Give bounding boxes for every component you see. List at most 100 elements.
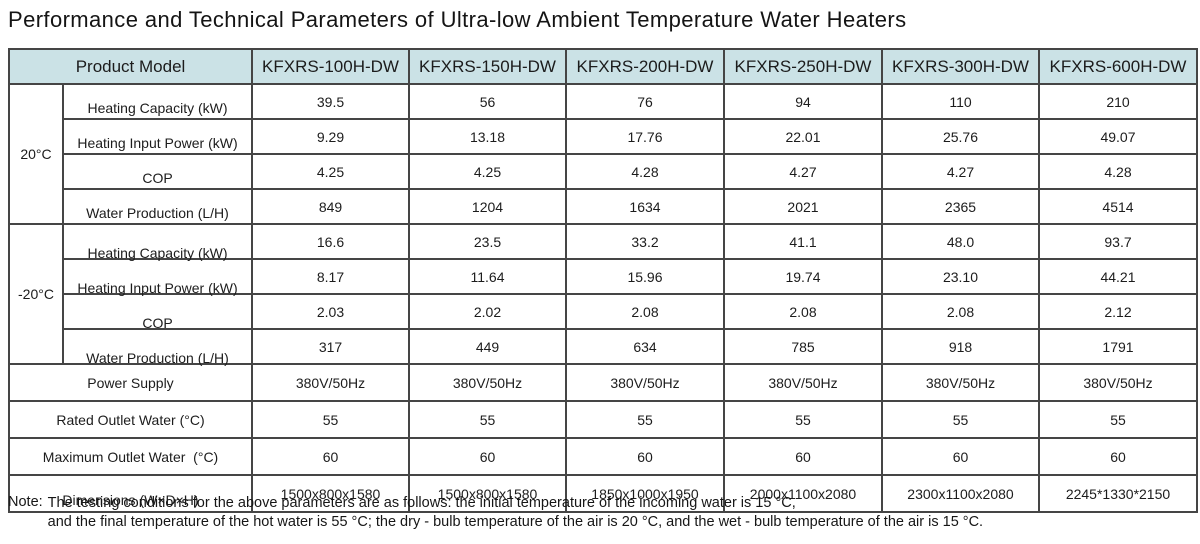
value-cell: 2.08 <box>723 293 883 330</box>
value-cell: 4.27 <box>881 153 1040 190</box>
value-cell: 49.07 <box>1038 118 1198 155</box>
value-cell: 55 <box>408 400 567 439</box>
footer-row-label: Maximum Outlet Water (°C) <box>8 437 253 476</box>
value-cell: 17.76 <box>565 118 725 155</box>
value-cell: 4.27 <box>723 153 883 190</box>
row-label-text: Water Production (L/H) <box>86 204 229 221</box>
value-cell: 55 <box>881 400 1040 439</box>
column-header-model: KFXRS-250H-DW <box>723 48 883 85</box>
value-cell: 380V/50Hz <box>565 363 725 402</box>
value-cell: 4.28 <box>1038 153 1198 190</box>
value-cell: 2365 <box>881 188 1040 225</box>
row-label: Heating Capacity (kW) <box>62 223 253 261</box>
value-cell: 2.03 <box>251 293 410 330</box>
note-line-2: and the final temperature of the hot wat… <box>47 513 984 530</box>
table-body: 20°C Heating Capacity (kW) 39.5 56 76 94 110 21… <box>8 83 1198 513</box>
row-label-text: Heating Input Power (kW) <box>77 279 238 296</box>
value-cell: 44.21 <box>1038 258 1198 295</box>
column-header-model: KFXRS-100H-DW <box>251 48 410 85</box>
value-cell: 55 <box>723 400 883 439</box>
value-cell: 16.6 <box>251 223 410 260</box>
column-header-model: KFXRS-200H-DW <box>565 48 725 85</box>
value-cell: 1204 <box>408 188 567 225</box>
row-label: COP <box>62 153 253 190</box>
table-row: Maximum Outlet Water (°C) 60 60 60 60 60 60 <box>8 437 1198 476</box>
table-row: COP 4.25 4.25 4.28 4.27 4.27 4.28 <box>9 153 1198 190</box>
table-row: COP 2.03 2.02 2.08 2.08 2.08 2.12 <box>9 293 1198 331</box>
value-cell: 4514 <box>1038 188 1198 225</box>
value-cell: 60 <box>408 437 567 476</box>
value-cell: 2300x1100x2080 <box>881 474 1040 513</box>
value-cell: 1500x800x1580 <box>408 474 567 513</box>
value-cell: 41.1 <box>723 223 883 260</box>
value-cell: 13.18 <box>408 118 567 155</box>
column-header-model: KFXRS-150H-DW <box>408 48 567 85</box>
value-cell: 2000x1100x2080 <box>723 474 883 513</box>
value-cell: 380V/50Hz <box>408 363 567 402</box>
value-cell: 60 <box>565 437 725 476</box>
row-label-text: Water Production (L/H) <box>86 349 229 366</box>
row-label-text: Heating Capacity (kW) <box>87 244 228 261</box>
table-row: Rated Outlet Water (°C) 55 55 55 55 55 55 <box>8 400 1198 439</box>
value-cell: 76 <box>565 83 725 120</box>
value-cell: 33.2 <box>565 223 725 260</box>
table-row: Water Production (L/H) 849 1204 1634 2021 236… <box>9 188 1198 225</box>
column-header-model: KFXRS-300H-DW <box>881 48 1040 85</box>
table-header: Product Model KFXRS-100H-DW KFXRS-150H-DW K… <box>8 48 1198 85</box>
value-cell: 55 <box>565 400 725 439</box>
value-cell: 23.5 <box>408 223 567 260</box>
row-label: Water Production (L/H) <box>62 188 253 225</box>
spec-table: Product Model KFXRS-100H-DW KFXRS-150H-DW K… <box>8 48 1198 513</box>
row-label-text: Heating Capacity (kW) <box>87 99 228 116</box>
header-row: Product Model KFXRS-100H-DW KFXRS-150H-DW K… <box>8 48 1198 85</box>
value-cell: 317 <box>251 328 410 365</box>
row-label-text: Heating Input Power (kW) <box>77 134 238 151</box>
value-cell: 15.96 <box>565 258 725 295</box>
table-row: 20°C Heating Capacity (kW) 39.5 56 76 94 110 21… <box>8 83 1198 225</box>
table-row: -20°C Heating Capacity (kW) 16.6 23.5 33.2 41… <box>8 223 1198 365</box>
value-cell: 1850x1000x1950 <box>565 474 725 513</box>
row-label: Heating Capacity (kW) <box>62 83 253 120</box>
footer-row-label: Rated Outlet Water (°C) <box>8 400 253 439</box>
value-cell: 1500x800x1580 <box>251 474 410 513</box>
table-row: Heating Input Power (kW) 8.17 11.64 15.96 19… <box>9 258 1198 296</box>
value-cell: 380V/50Hz <box>251 363 410 402</box>
value-cell: 380V/50Hz <box>881 363 1040 402</box>
row-label: Heating Input Power (kW) <box>62 118 253 155</box>
table-row: Water Production (L/H) 317 449 634 785 918 179… <box>9 328 1198 366</box>
value-cell: 4.25 <box>251 153 410 190</box>
value-cell: 634 <box>565 328 725 365</box>
value-cell: 60 <box>881 437 1040 476</box>
value-cell: 785 <box>723 328 883 365</box>
note: Note: The testing conditions for the abo… <box>8 494 983 531</box>
value-cell: 60 <box>1038 437 1198 476</box>
value-cell: 380V/50Hz <box>723 363 883 402</box>
value-cell: 918 <box>881 328 1040 365</box>
row-label-text: COP <box>142 314 173 331</box>
value-cell: 2.02 <box>408 293 567 330</box>
value-cell: 2021 <box>723 188 883 225</box>
value-cell: 2.08 <box>881 293 1040 330</box>
footer-row-label: Power Supply <box>8 363 253 402</box>
footer-row-label: Dimensions (W×D×H) <box>8 474 253 513</box>
value-cell: 11.64 <box>408 258 567 295</box>
value-cell: 449 <box>408 328 567 365</box>
value-cell: 210 <box>1038 83 1198 120</box>
table-row: Power Supply 380V/50Hz 380V/50Hz 380V/50Hz 3… <box>8 363 1198 402</box>
table-row: Dimensions (W×D×H) 1500x800x1580 1500x800x… <box>8 474 1198 513</box>
value-cell: 380V/50Hz <box>1038 363 1198 402</box>
table-row: Heating Input Power (kW) 9.29 13.18 17.76 22… <box>9 118 1198 155</box>
value-cell: 60 <box>251 437 410 476</box>
temp-group-label: 20°C <box>8 83 64 225</box>
value-cell: 55 <box>251 400 410 439</box>
value-cell: 1634 <box>565 188 725 225</box>
value-cell: 55 <box>1038 400 1198 439</box>
value-cell: 25.76 <box>881 118 1040 155</box>
value-cell: 849 <box>251 188 410 225</box>
value-cell: 60 <box>723 437 883 476</box>
page-title: Performance and Technical Parameters of … <box>8 7 907 32</box>
value-cell: 48.0 <box>881 223 1040 260</box>
value-cell: 19.74 <box>723 258 883 295</box>
value-cell: 1791 <box>1038 328 1198 365</box>
